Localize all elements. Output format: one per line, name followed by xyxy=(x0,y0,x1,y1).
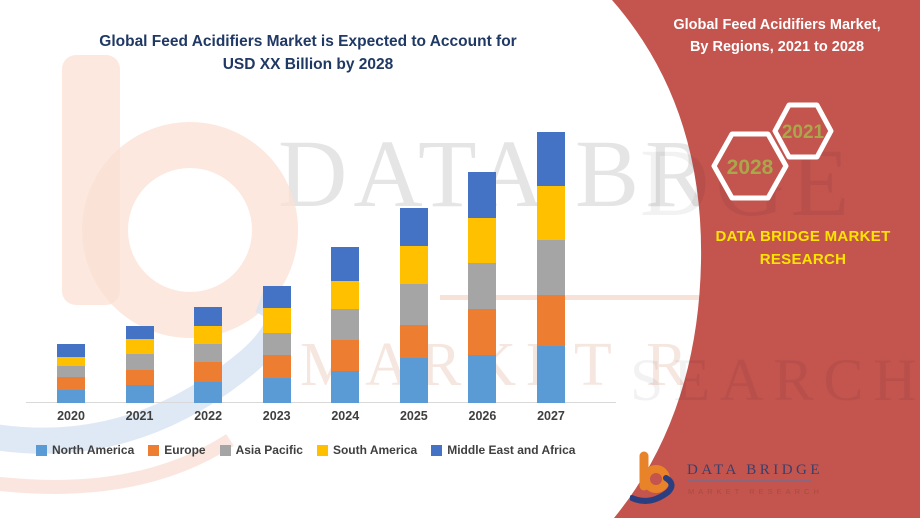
bar-2026-segment-south-america xyxy=(468,218,497,263)
panel-title: Global Feed Acidifiers Market, By Region… xyxy=(636,14,918,59)
bar-2026-segment-europe xyxy=(468,309,497,355)
legend-swatch-middle-east-and-africa xyxy=(431,444,443,456)
bar-2026-segment-north-america xyxy=(468,355,497,403)
legend-item-middle-east-and-africa: Middle East and Africa xyxy=(431,443,575,457)
footer-logo-name: DATA BRIDGE xyxy=(687,462,823,478)
legend-label-middle-east-and-africa: Middle East and Africa xyxy=(447,443,576,457)
bar-2025-segment-north-america xyxy=(399,358,428,403)
panel-title-line2: By Regions, 2021 to 2028 xyxy=(689,39,865,56)
svg-text:DGE: DGE xyxy=(640,129,855,236)
x-tick-label-2025: 2025 xyxy=(399,409,428,423)
bar-2025-segment-europe xyxy=(399,325,428,358)
legend-label-south-america: South America xyxy=(332,443,418,457)
bar-2024-segment-asia-pacific xyxy=(331,309,360,340)
chart-title: Global Feed Acidifiers Market is Expecte… xyxy=(58,30,558,77)
bar-2026-segment-asia-pacific xyxy=(468,263,497,309)
bar-2027-segment-asia-pacific xyxy=(536,240,565,295)
chart-title-line2: USD XX Billion by 2028 xyxy=(222,56,394,74)
bar-2025-segment-asia-pacific xyxy=(399,284,428,325)
brand-text: DATA BRIDGE MARKET RESEARCH xyxy=(688,226,918,271)
brand-text-line1: DATA BRIDGE MARKET xyxy=(715,228,891,245)
x-tick-label-2024: 2024 xyxy=(331,409,360,423)
bar-2024-segment-north-america xyxy=(331,371,360,403)
bar-2025-segment-middle-east-and-africa xyxy=(399,208,428,246)
data-bridge-logo: DATA BRIDGE MARKET RESEARCH xyxy=(630,451,823,504)
bar-2025-segment-south-america xyxy=(399,246,428,284)
bar-2024-segment-europe xyxy=(331,340,360,371)
legend-swatch-south-america xyxy=(316,444,328,456)
bar-2026 xyxy=(468,172,497,403)
bar-2025 xyxy=(399,208,428,403)
x-tick-label-2027: 2027 xyxy=(537,409,565,423)
bar-2024 xyxy=(331,247,360,403)
chart-title-line1: Global Feed Acidifiers Market is Expecte… xyxy=(99,33,517,50)
panel-title-line1: Global Feed Acidifiers Market, xyxy=(673,17,881,33)
bar-2027-segment-europe xyxy=(536,295,565,346)
brand-text-line2: RESEARCH xyxy=(759,250,847,268)
bar-2027 xyxy=(536,132,565,403)
bar-2027-segment-middle-east-and-africa xyxy=(536,132,565,186)
bar-2026-segment-middle-east-and-africa xyxy=(468,172,497,218)
footer-logo-subtitle: MARKET RESEARCH xyxy=(688,487,823,496)
x-axis-line xyxy=(26,402,616,403)
bar-2024-segment-south-america xyxy=(331,281,360,309)
bar-2027-segment-north-america xyxy=(536,346,565,403)
x-tick-label-2026: 2026 xyxy=(468,409,497,423)
legend-item-south-america: South America xyxy=(316,443,418,457)
bar-2024-segment-middle-east-and-africa xyxy=(331,247,360,281)
bar-2027-segment-south-america xyxy=(536,186,565,240)
data-bridge-logo-mark-icon xyxy=(630,451,675,504)
svg-text:SEARCH: SEARCH xyxy=(630,347,920,413)
